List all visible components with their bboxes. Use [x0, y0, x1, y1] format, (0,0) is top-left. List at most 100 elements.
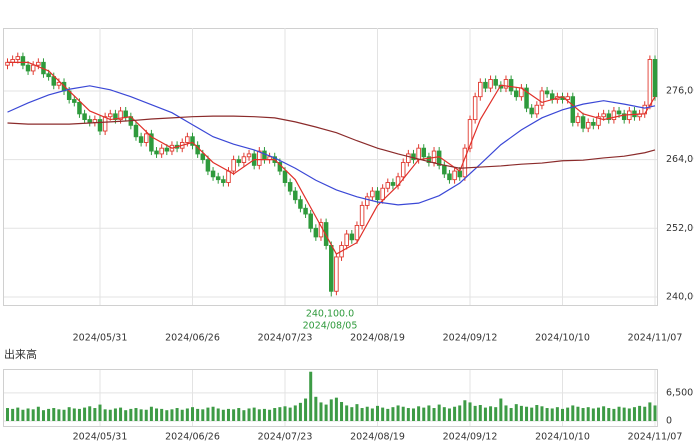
candle-body: [539, 90, 545, 106]
volume-bar: [596, 407, 600, 421]
volume-x-tick-label: 2024/08/19: [350, 432, 405, 443]
candle-body: [349, 233, 355, 241]
volume-bar: [206, 407, 210, 421]
candle-body: [123, 110, 128, 118]
y-tick-label: 264,000: [666, 154, 694, 165]
candle-body: [210, 170, 216, 178]
volume-bar: [237, 408, 241, 421]
volume-bar: [453, 406, 457, 421]
candle-body: [221, 179, 226, 183]
volume-bar: [124, 410, 128, 421]
volume-bar: [26, 408, 30, 421]
candle-body: [380, 187, 385, 201]
volume-bar: [632, 407, 636, 421]
candle-body: [56, 81, 62, 86]
candle-body: [108, 113, 113, 118]
candle-body: [616, 110, 622, 115]
x-tick-label: 2024/10/10: [535, 333, 590, 344]
volume-bar: [304, 398, 308, 421]
volume-bar: [252, 407, 256, 421]
candle-body: [323, 222, 329, 246]
candle-body: [647, 59, 653, 106]
candle-body: [87, 119, 92, 123]
volume-bar: [247, 408, 251, 421]
candle-body: [652, 59, 658, 98]
volume-bar: [355, 404, 359, 421]
volume-bar: [77, 408, 81, 421]
candle-body: [606, 113, 612, 121]
volume-bar: [340, 401, 344, 421]
volume-bar: [88, 406, 92, 421]
low-date-annotation: 2024/08/05: [303, 321, 358, 332]
candle-body: [452, 170, 457, 181]
volume-bar: [370, 408, 374, 421]
candle-body: [231, 159, 236, 172]
volume-bar: [319, 402, 323, 421]
volume-bar: [545, 408, 549, 421]
volume-bar: [226, 408, 230, 421]
volume-x-tick-label: 2024/06/26: [165, 432, 220, 443]
candle-body: [514, 90, 519, 98]
volume-bar: [519, 405, 523, 421]
volume-bar: [334, 397, 338, 421]
volume-bar: [622, 407, 626, 421]
candle-body: [591, 121, 596, 126]
candle-body: [493, 79, 498, 86]
candle-body: [390, 182, 396, 186]
moving-average-line: [7, 85, 656, 206]
volume-bar: [144, 409, 148, 421]
candle-body: [205, 159, 211, 172]
volume-bar: [170, 409, 174, 421]
volume-bar: [422, 407, 426, 421]
candle-body: [483, 81, 488, 89]
volume-bar: [216, 408, 220, 421]
volume-x-tick-label: 2024/11/07: [628, 432, 683, 443]
volume-bar: [571, 405, 575, 421]
volume-bar: [586, 407, 590, 421]
volume-bar: [442, 407, 446, 421]
volume-bar: [627, 408, 631, 421]
volume-bar: [376, 405, 380, 421]
volume-bar: [180, 409, 184, 421]
candle-body: [334, 256, 339, 292]
candle-body: [236, 159, 242, 163]
candles: [5, 52, 658, 297]
volume-bar: [242, 410, 246, 421]
volume-bar: [21, 409, 25, 421]
volume-bar: [653, 405, 657, 421]
candle-body: [97, 119, 103, 132]
volume-bar: [468, 402, 472, 421]
volume-bar: [489, 406, 493, 421]
candle-body: [303, 207, 308, 215]
candle-body: [364, 196, 370, 206]
volume-bar: [314, 396, 318, 421]
x-tick-label: 2024/05/31: [73, 333, 128, 344]
candle-body: [601, 113, 606, 118]
volume-tick-label: 6,500: [666, 387, 693, 398]
volume-bar: [417, 406, 421, 421]
volume-bar: [648, 402, 652, 421]
volume-bar: [535, 405, 539, 421]
x-tick-label: 2024/09/12: [443, 333, 498, 344]
candle-body: [585, 121, 591, 129]
volume-bar: [386, 408, 390, 421]
volume-bar: [309, 371, 313, 421]
candle-body: [457, 170, 462, 178]
volume-bar: [196, 408, 200, 421]
candle-body: [375, 190, 380, 201]
volume-bar: [221, 409, 225, 421]
volume-bar: [155, 408, 159, 421]
volume-bar: [504, 405, 508, 421]
candle-body: [426, 156, 432, 163]
candle-body: [72, 99, 77, 103]
candle-body: [611, 110, 617, 121]
volume-bar: [617, 406, 621, 421]
volume-x-tick-label: 2024/10/10: [535, 432, 590, 443]
candle-body: [215, 176, 221, 181]
volume-bar: [72, 408, 76, 421]
candle-body: [442, 164, 447, 175]
candle-body: [529, 107, 534, 115]
y-tick-label: 252,000: [666, 223, 694, 234]
candle-body: [472, 96, 478, 121]
candle-body: [20, 56, 26, 66]
